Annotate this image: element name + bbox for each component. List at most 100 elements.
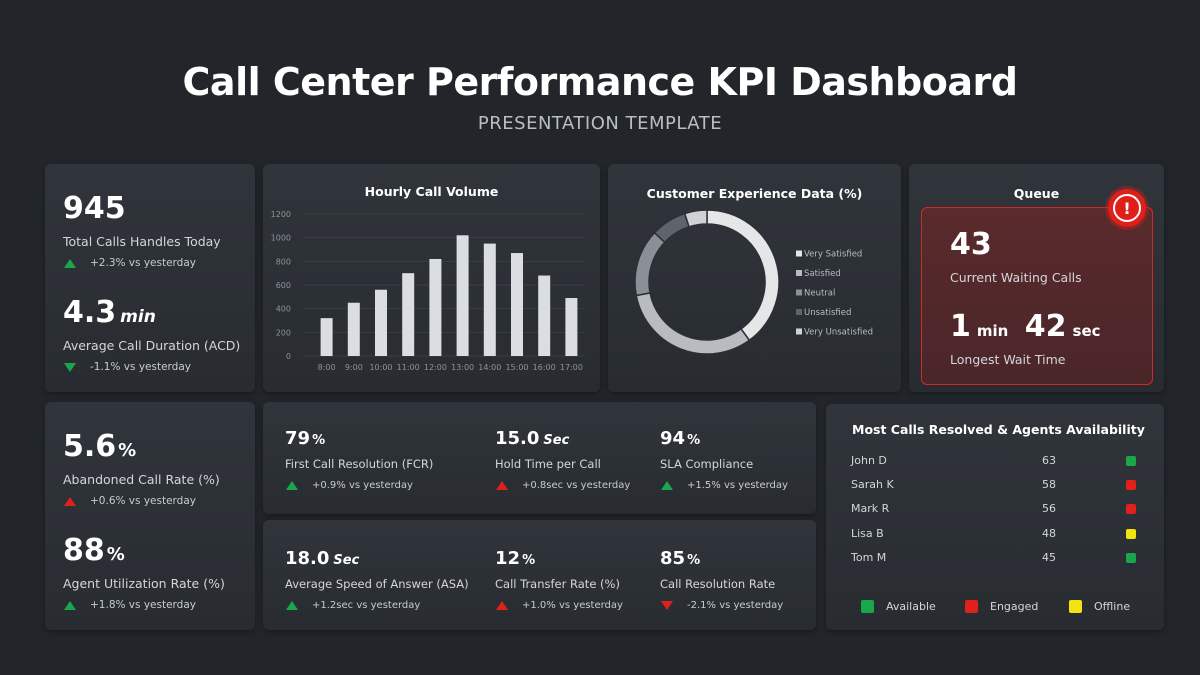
donut-slice	[653, 212, 691, 244]
bar	[375, 289, 387, 356]
agent-calls: 56	[1042, 502, 1056, 515]
chart-title: Hourly Call Volume	[364, 184, 499, 199]
kpi-label: Longest Wait Time	[950, 352, 1066, 367]
x-tick-label: 12:00	[424, 363, 447, 372]
y-tick-label: 400	[276, 305, 291, 314]
kpi-value: 85%	[660, 550, 783, 568]
kpi-unit: %	[687, 433, 701, 448]
kpi-hold-time: 15.0 Sec Hold Time per Call +0.8sec vs ye…	[495, 430, 630, 492]
agent-row: John D 63	[851, 454, 1141, 472]
kpi-unit: %	[106, 544, 125, 565]
card-rates: 5.6% Abandoned Call Rate (%) +0.6% vs ye…	[45, 402, 255, 630]
bar	[402, 273, 415, 356]
kpi-unit: Sec	[543, 433, 570, 448]
legend-swatch	[796, 270, 802, 276]
page-subtitle: PRESENTATION TEMPLATE	[477, 113, 723, 134]
trend-down-icon	[64, 362, 76, 372]
agent-row: Tom M 45	[851, 551, 1141, 569]
status-indicator	[1126, 529, 1136, 539]
kpi-unit: %	[312, 433, 326, 448]
trend-down-icon	[661, 601, 673, 610]
trend-up-icon	[64, 600, 76, 610]
agent-calls: 58	[1042, 478, 1056, 491]
legend-available: Available	[861, 600, 936, 613]
kpi-utilization-rate: 88% Agent Utilization Rate (%) +1.8% vs …	[63, 536, 225, 612]
available-swatch	[861, 600, 874, 613]
kpi-delta-text: +1.5% vs yesterday	[687, 480, 788, 491]
kpi-delta-text: +1.2sec vs yesterday	[312, 600, 421, 611]
kpi-delta-text: -1.1% vs yesterday	[90, 361, 191, 373]
kpi-delta: +2.3% vs yesterday	[63, 257, 221, 269]
bar	[511, 253, 523, 356]
agent-calls: 48	[1042, 527, 1056, 540]
legend-swatch	[796, 289, 802, 296]
kpi-total-calls: 945 Total Calls Handles Today +2.3% vs y…	[63, 191, 221, 270]
agent-name: Sarah K	[851, 478, 894, 491]
kpi-label: Average Call Duration (ACD)	[63, 338, 241, 353]
offline-swatch	[1069, 600, 1082, 613]
kpi-acd: 4.3 min Average Call Duration (ACD) -1.1%…	[63, 298, 241, 374]
x-tick-label: 9:00	[345, 363, 363, 372]
x-tick-label: 16:00	[533, 363, 556, 372]
kpi-unit: %	[118, 440, 137, 461]
legend-label: Available	[886, 600, 936, 613]
legend-label: Satisfied	[804, 269, 841, 279]
kpi-label: Hold Time per Call	[495, 457, 601, 471]
legend-label: Unsatisfied	[804, 308, 851, 318]
agents-title: Most Calls Resolved & Agents Availabilit…	[852, 422, 1145, 437]
kpi-value: 12%	[495, 550, 623, 568]
kpi-label: Agent Utilization Rate (%)	[63, 576, 225, 591]
agent-calls: 63	[1042, 454, 1056, 467]
kpi-transfer-rate: 12% Call Transfer Rate (%) +1.0% vs yest…	[495, 550, 623, 612]
kpi-value: 4.3 min	[63, 298, 240, 328]
kpi-label: Average Speed of Answer (ASA)	[285, 577, 469, 591]
y-tick-label: 1000	[271, 234, 291, 243]
kpi-value: 88%	[63, 536, 225, 566]
agent-calls: 45	[1042, 551, 1056, 564]
agent-row: Mark R 56	[851, 502, 1141, 520]
agent-name: Tom M	[851, 551, 887, 564]
trend-up-icon	[496, 481, 508, 490]
legend-engaged: Engaged	[965, 600, 1038, 613]
legend-offline: Offline	[1069, 600, 1130, 613]
kpi-number: 94	[660, 428, 686, 449]
kpi-delta-text: +1.8% vs yesterday	[90, 599, 196, 611]
trend-up-icon	[286, 481, 298, 490]
legend-label: Neutral	[804, 289, 835, 299]
kpi-value: 945	[63, 191, 126, 226]
trend-up-icon	[286, 601, 298, 610]
kpi-number: 4.3	[63, 295, 117, 330]
legend-label: Engaged	[990, 600, 1039, 613]
agent-name: John D	[851, 454, 887, 467]
kpi-delta: +0.8sec vs yesterday	[495, 480, 630, 491]
kpi-fcr: 79% First Call Resolution (FCR) +0.9% vs…	[285, 428, 433, 492]
trend-up-icon	[64, 496, 76, 506]
y-tick-label: 0	[286, 352, 291, 361]
x-tick-label: 8:00	[318, 363, 336, 372]
kpi-delta-text: -2.1% vs yesterday	[687, 600, 784, 611]
kpi-unit: min	[120, 307, 156, 327]
chart-title: Customer Experience Data (%)	[646, 186, 863, 201]
trend-up-icon	[496, 601, 508, 610]
wait-sec-unit: sec	[1072, 322, 1101, 340]
kpi-delta-text: +2.3% vs yesterday	[90, 257, 196, 269]
kpi-label: SLA Compliance	[660, 457, 754, 471]
kpi-delta-text: +0.6% vs yesterday	[90, 495, 196, 507]
kpi-delta: +0.6% vs yesterday	[63, 495, 220, 507]
kpi-number: 79	[285, 428, 311, 449]
wait-min-unit: min	[976, 322, 1009, 340]
bar	[565, 298, 578, 356]
kpi-unit: %	[522, 553, 536, 568]
kpi-delta: -1.1% vs yesterday	[63, 361, 240, 373]
trend-up-icon	[661, 481, 673, 490]
queue-title: Queue	[1013, 186, 1060, 201]
hourly-bar-chart: 0 200 400 600 800 1000 1200 8:00 9:00 10:00 11:00 1…	[271, 210, 585, 372]
kpi-value: 43	[950, 227, 992, 262]
kpi-label: Call Transfer Rate (%)	[495, 577, 620, 591]
agent-row: Sarah K 58	[851, 478, 1141, 496]
kpi-label: Current Waiting Calls	[950, 270, 1082, 285]
kpi-label: Total Calls Handles Today	[63, 234, 221, 249]
agent-name: Mark R	[851, 502, 890, 515]
status-indicator	[1126, 480, 1136, 490]
kpi-unit: %	[687, 553, 701, 568]
